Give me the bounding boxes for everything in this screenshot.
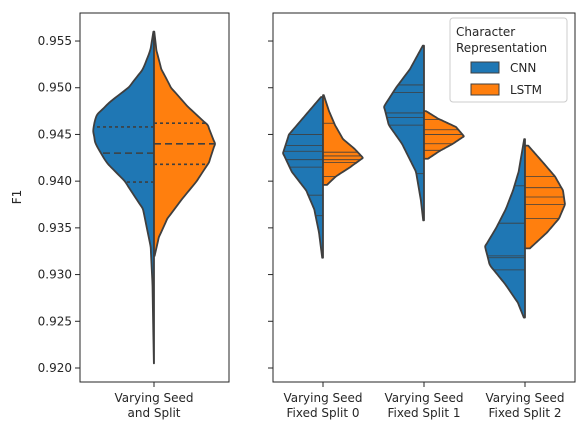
violin-1-1	[383, 44, 465, 222]
violin-1-0	[282, 94, 364, 259]
legend-frame	[449, 17, 568, 103]
violin-half-lstm	[153, 30, 216, 257]
y-tick-label: 0.950	[38, 81, 72, 95]
y-axis-title: F1	[10, 190, 24, 205]
y-tick-label: 0.945	[38, 127, 72, 141]
x-tick-label: Varying Seed	[384, 391, 463, 405]
y-tick-label: 0.920	[38, 361, 72, 375]
x-tick-label: Fixed Split 1	[388, 406, 461, 420]
violin-half-cnn	[383, 44, 425, 222]
x-tick-label: and Split	[128, 406, 181, 420]
y-tick-label: 0.925	[38, 314, 72, 328]
x-tick-label: Fixed Split 0	[287, 406, 360, 420]
legend: Character Representation CNN LSTM	[449, 17, 568, 103]
violin-half-lstm	[423, 110, 465, 160]
legend-swatch-lstm	[470, 83, 500, 96]
y-tick-label: 0.940	[38, 174, 72, 188]
x-tick-label: Varying Seed	[485, 391, 564, 405]
x-tick-label: Varying Seed	[283, 391, 362, 405]
violin-half-cnn	[484, 138, 526, 319]
legend-label-lstm: LSTM	[510, 83, 542, 97]
legend-entries: CNN LSTM	[470, 61, 542, 97]
panel-varying-seed-and-split: 0.920 0.925 0.930 0.935 0.940 0.945 0.950 0.955…	[38, 12, 230, 420]
violin-half-cnn	[282, 96, 324, 259]
violin-0-0	[92, 30, 216, 365]
x-tick-label: Fixed Split 2	[489, 406, 562, 420]
x-tick-label: Varying Seed	[114, 391, 193, 405]
violin-half-cnn	[92, 30, 155, 365]
axes-frame	[272, 12, 576, 383]
violin-half-lstm	[322, 94, 364, 186]
y-tick-label: 0.955	[38, 34, 72, 48]
violin-1-2	[484, 138, 566, 319]
y-tick-label: 0.935	[38, 221, 72, 235]
legend-title-line-2: Representation	[456, 41, 547, 55]
legend-title-line-1: Character	[456, 25, 515, 39]
legend-label-cnn: CNN	[510, 61, 536, 75]
y-tick-label: 0.930	[38, 268, 72, 282]
legend-swatch-cnn	[470, 61, 500, 74]
axes-frame	[79, 12, 230, 383]
